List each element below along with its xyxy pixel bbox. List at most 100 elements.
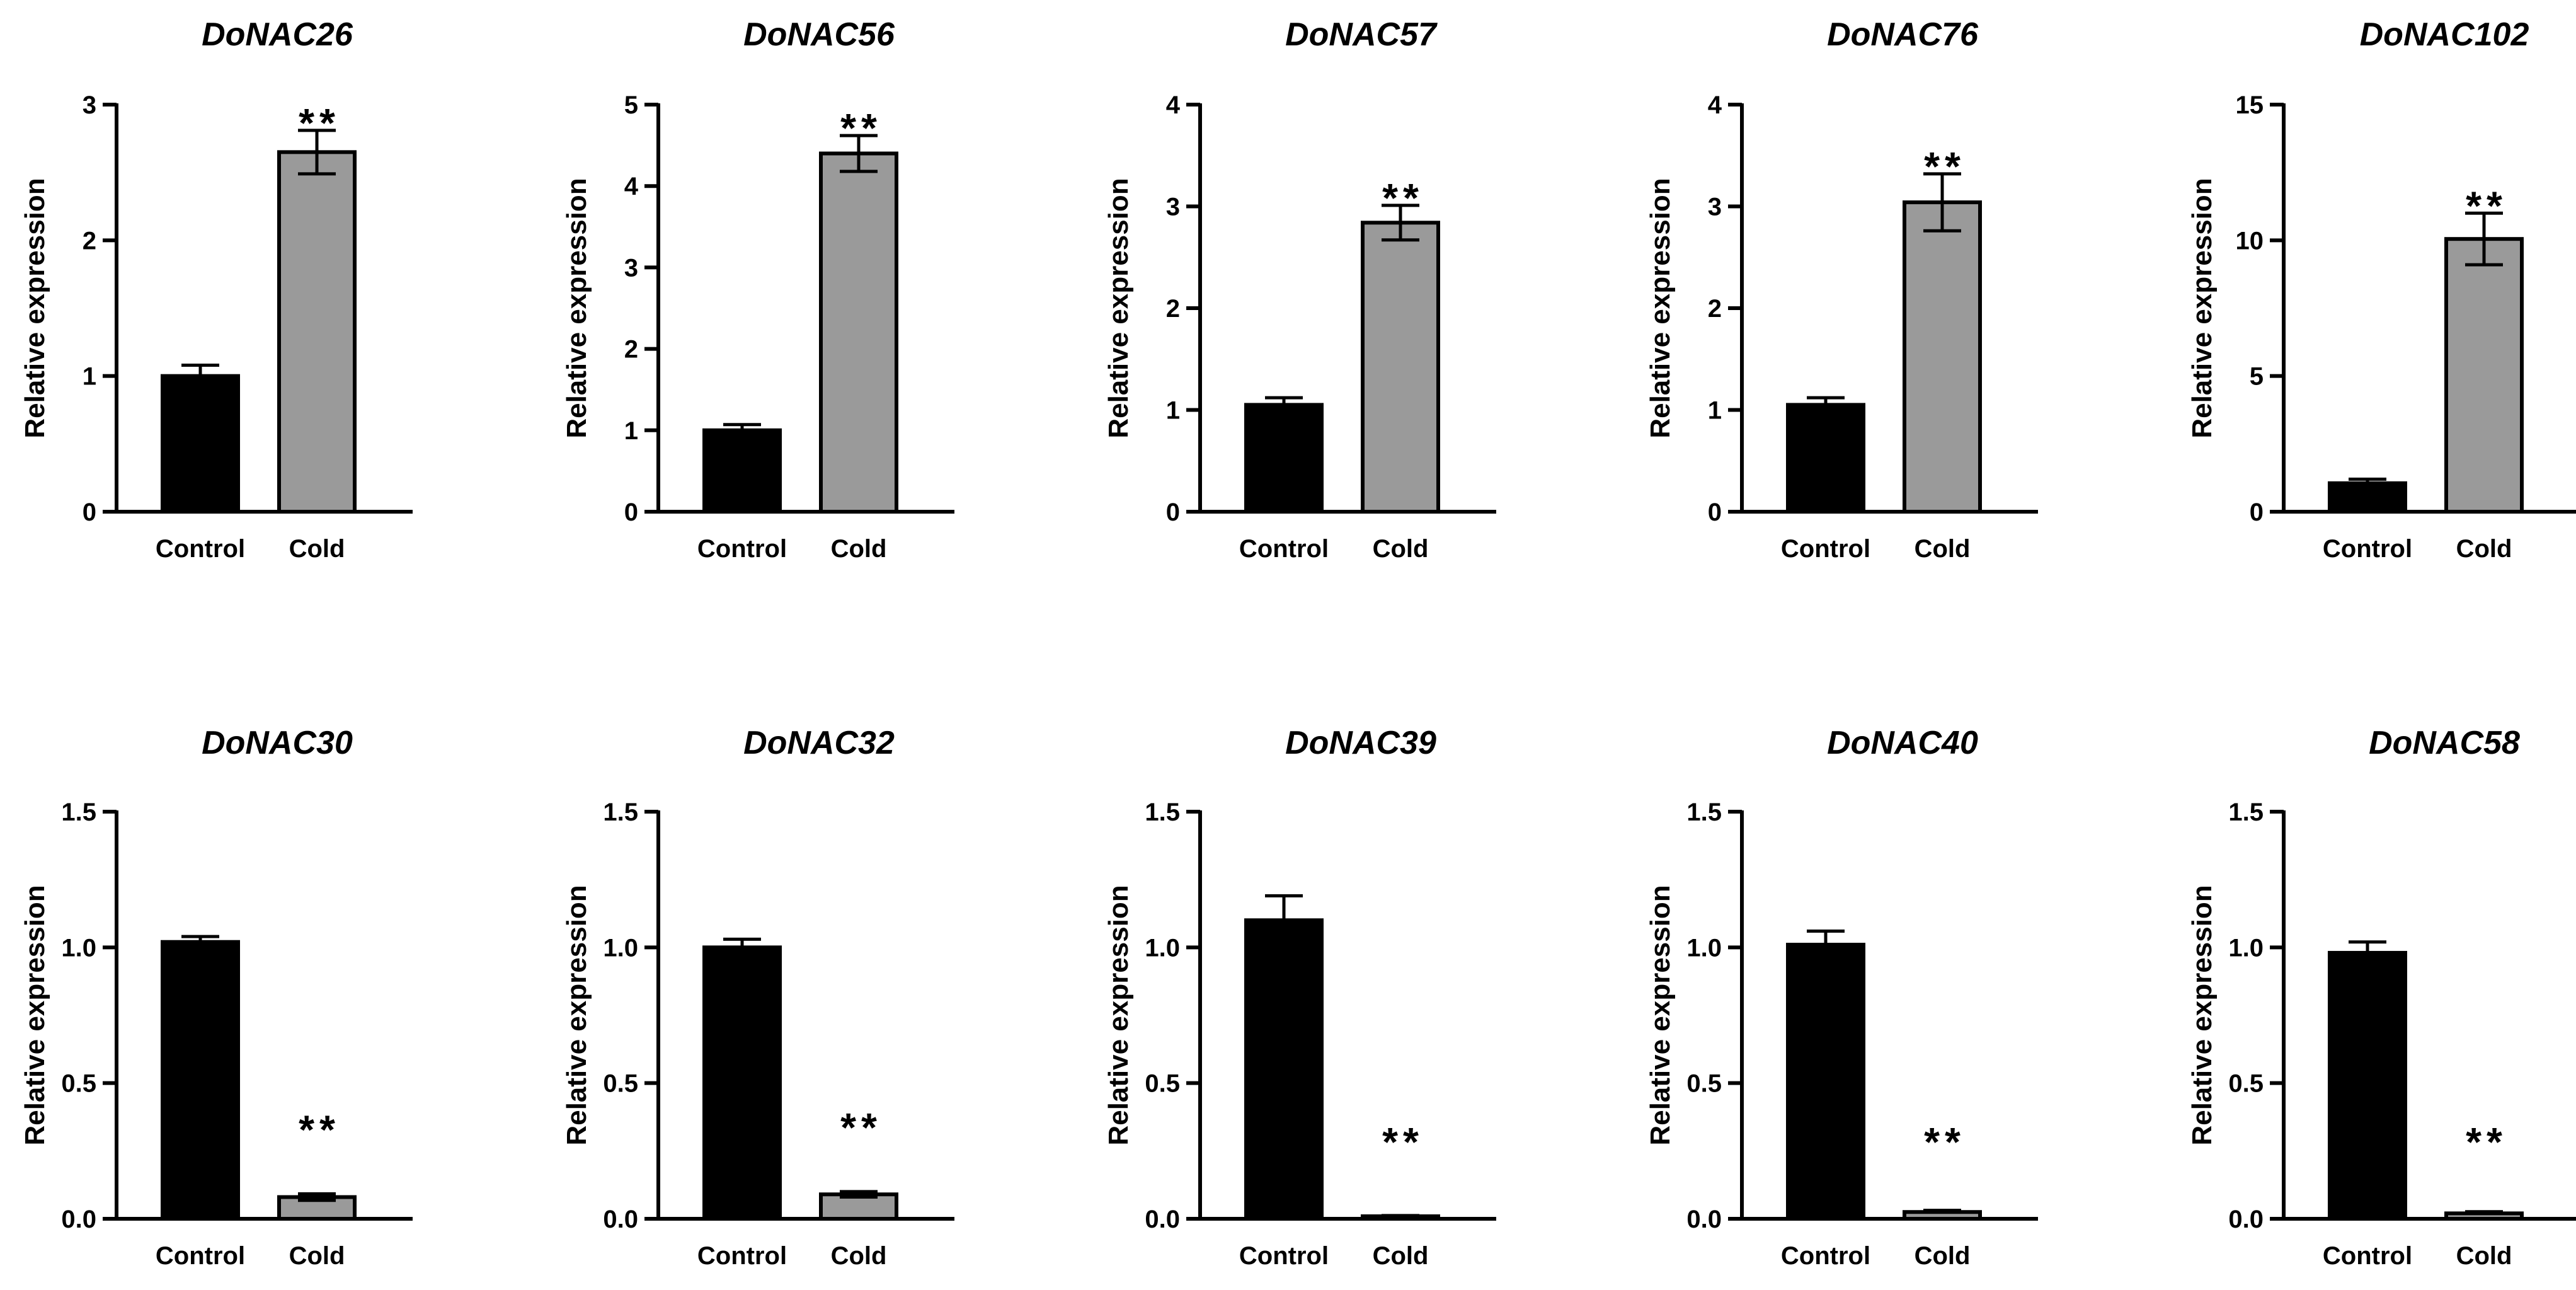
chart-title: DoNAC56 (743, 16, 895, 53)
y-axis-label: Relative expression (561, 885, 592, 1145)
y-tick-label: 4 (1708, 91, 1722, 119)
y-tick-label: 1.5 (1145, 798, 1180, 826)
chart-panel-DoNAC56: DoNAC56 0 1 2 3 4 5 Relative expression Control C… (561, 16, 954, 563)
x-tick-label: Cold (1915, 535, 1971, 563)
significance-marker: ** (2466, 1119, 2507, 1165)
y-tick-label: 1 (1708, 397, 1722, 425)
bar-cold (2444, 237, 2524, 514)
x-tick-label: Cold (289, 535, 345, 563)
significance-marker: ** (299, 100, 340, 146)
x-tick-label: Control (1781, 535, 1870, 563)
y-tick-label: 1.0 (603, 934, 638, 962)
x-tick-label: Cold (289, 1242, 345, 1270)
bar-control (1244, 918, 1324, 1221)
y-tick-label: 5 (624, 91, 638, 119)
y-tick-label: 0.5 (2228, 1070, 2264, 1098)
y-tick-label: 0.0 (2228, 1206, 2264, 1233)
y-tick-label: 2 (1166, 295, 1180, 323)
bar-control (702, 428, 782, 514)
y-tick-label: 1 (83, 363, 96, 391)
significance-marker: ** (1924, 144, 1966, 189)
chart-title: DoNAC76 (1827, 16, 1979, 53)
chart-title: DoNAC26 (202, 16, 353, 53)
significance-marker: ** (840, 105, 882, 151)
y-tick-label: 1.5 (2228, 798, 2264, 826)
y-axis-label: Relative expression (2187, 885, 2218, 1145)
y-tick-label: 0 (1166, 498, 1180, 526)
y-tick-label: 1 (1166, 397, 1180, 425)
y-tick-label: 1.0 (2228, 934, 2264, 962)
chart-panel-DoNAC57: DoNAC57 0 1 2 3 4 Relative expression Control Co… (1103, 16, 1496, 563)
y-tick-label: 1.0 (61, 934, 96, 962)
bar-control (161, 940, 240, 1221)
y-tick-label: 2 (83, 227, 96, 255)
y-tick-label: 0.5 (603, 1070, 638, 1098)
y-tick-label: 0 (624, 498, 638, 526)
bar-control (1786, 943, 1865, 1221)
y-tick-label: 2 (624, 336, 638, 364)
y-tick-label: 0 (1708, 498, 1722, 526)
y-axis-label: Relative expression (20, 885, 50, 1145)
chart-title: DoNAC102 (2360, 16, 2529, 53)
chart-title: DoNAC58 (2369, 725, 2520, 761)
y-axis-label: Relative expression (2187, 178, 2218, 438)
y-tick-label: 1.5 (61, 798, 96, 826)
x-tick-label: Control (156, 1242, 245, 1270)
chart-panel-DoNAC26: DoNAC26 0 1 2 3 Relative expression Control Col… (20, 16, 413, 563)
y-tick-label: 5 (2250, 363, 2264, 391)
y-tick-label: 0.0 (1686, 1206, 1722, 1233)
y-tick-label: 0.0 (1145, 1206, 1180, 1233)
bar-control (1786, 403, 1865, 514)
bar-cold (1903, 200, 1982, 514)
chart-panel-DoNAC30: DoNAC30 0.0 0.5 1.0 1.5 Relative expression Co… (20, 725, 413, 1270)
bar-cold (1361, 221, 1440, 514)
x-tick-label: Cold (831, 535, 887, 563)
x-tick-label: Control (2323, 535, 2412, 563)
chart-panel-DoNAC76: DoNAC76 0 1 2 3 4 Relative expression Control Co… (1645, 16, 2038, 563)
x-tick-label: Control (697, 535, 787, 563)
chart-panel-DoNAC39: DoNAC39 0.0 0.5 1.0 1.5 Relative expression Co… (1103, 725, 1496, 1270)
x-tick-label: Cold (2456, 1242, 2512, 1270)
chart-title: DoNAC39 (1285, 725, 1436, 761)
x-tick-label: Control (156, 535, 245, 563)
chart-panel-DoNAC102: DoNAC102 0 5 10 15 Relative expression Control… (2187, 16, 2576, 563)
bar-control (702, 945, 782, 1221)
chart-panel-DoNAC58: DoNAC58 0.0 0.5 1.0 1.5 Relative expression Co… (2187, 725, 2576, 1270)
y-tick-label: 0.5 (1686, 1070, 1722, 1098)
x-tick-label: Cold (1915, 1242, 1971, 1270)
x-tick-label: Control (697, 1242, 787, 1270)
y-axis-label: Relative expression (20, 178, 50, 438)
y-tick-label: 3 (83, 91, 96, 119)
y-tick-label: 0 (83, 498, 96, 526)
significance-marker: ** (840, 1105, 882, 1150)
y-tick-label: 1.0 (1145, 934, 1180, 962)
chart-title: DoNAC40 (1827, 725, 1978, 761)
y-tick-label: 4 (624, 173, 639, 200)
bar-control (1244, 403, 1324, 514)
y-tick-label: 0 (2250, 498, 2264, 526)
significance-marker: ** (1924, 1119, 1966, 1165)
significance-marker: ** (1382, 1119, 1424, 1165)
x-tick-label: Cold (1373, 535, 1429, 563)
y-tick-label: 0.5 (61, 1070, 96, 1098)
x-tick-label: Control (1781, 1242, 1870, 1270)
x-tick-label: Cold (831, 1242, 887, 1270)
x-tick-label: Control (1239, 1242, 1329, 1270)
significance-marker: ** (299, 1107, 340, 1152)
y-tick-label: 0.5 (1145, 1070, 1180, 1098)
significance-marker: ** (1382, 175, 1424, 221)
chart-title: DoNAC30 (202, 725, 353, 761)
y-tick-label: 0.0 (61, 1206, 96, 1233)
chart-title: DoNAC57 (1285, 16, 1438, 53)
y-tick-label: 1.5 (603, 798, 638, 826)
y-tick-label: 3 (1166, 193, 1180, 221)
y-tick-label: 0.0 (603, 1206, 638, 1233)
chart-title: DoNAC32 (743, 725, 895, 761)
y-tick-label: 1.0 (1686, 934, 1722, 962)
y-tick-label: 1 (624, 417, 638, 445)
bar-cold (277, 150, 357, 514)
y-tick-label: 4 (1166, 91, 1181, 119)
x-tick-label: Cold (1373, 1242, 1429, 1270)
y-tick-label: 15 (2236, 91, 2264, 119)
